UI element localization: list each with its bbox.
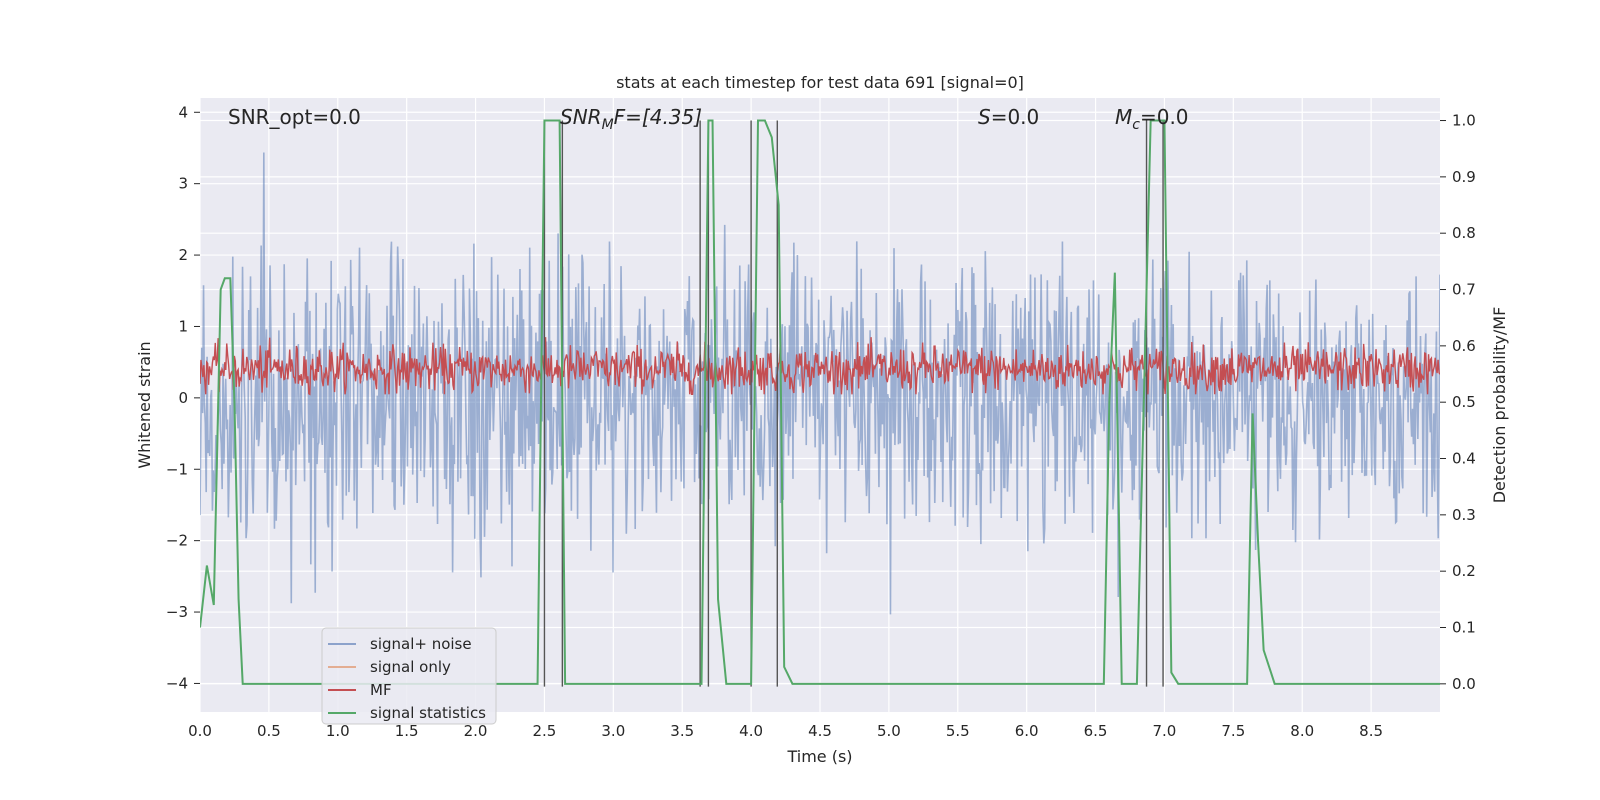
series-mf [200,337,1440,396]
x-tick-label: 5.0 [877,722,901,740]
series-signal-statistics [200,119,1440,685]
annotation-snr-mf: SNRMF=[4.35] [560,105,702,133]
legend-label: MF [370,681,392,699]
annotation-snr-opt: SNR_opt=0.0 [228,105,361,129]
y-right-tick-label: 0.5 [1452,393,1476,411]
y-tick-label: 1 [178,317,188,335]
x-tick-label: 3.0 [601,722,625,740]
legend: signal+ noise signal only MF signal statist… [321,627,497,725]
x-tick-label: 6.5 [1084,722,1108,740]
x-tick-label: 1.0 [326,722,350,740]
plot-series [200,119,1440,687]
legend-label: signal only [370,658,451,676]
annotation-snr-mf-sub: M [602,117,614,133]
annotation-snr-mf-rest: F=[4.35] [614,105,702,129]
annotation-s-rest: =0.0 [991,105,1040,129]
y-right-axis-label: Detection probability/MF [1490,307,1509,504]
annotation-mc: Mc=0.0 [1115,105,1189,133]
x-tick-label: 8.0 [1290,722,1314,740]
ticks [194,111,1446,685]
y-tick-label: 0 [178,389,188,407]
y-tick-label: 3 [178,175,188,193]
x-axis-label: Time (s) [786,747,852,766]
y-right-tick-label: 0.3 [1452,506,1476,524]
y-right-tick-label: 0.1 [1452,619,1476,637]
x-tick-label: 7.5 [1221,722,1245,740]
x-tick-label: 1.5 [395,722,419,740]
annotation-s-var: S [978,105,991,129]
y-right-tick-label: 1.0 [1452,112,1476,130]
y-right-tick-label: 0.7 [1452,281,1476,299]
y-tick-label: −1 [166,460,188,478]
x-tick-label: 0.0 [188,722,212,740]
legend-label: signal+ noise [370,635,472,653]
x-tick-label: 4.5 [808,722,832,740]
chart-title: stats at each timestep for test data 691… [616,73,1024,92]
x-tick-label: 8.5 [1359,722,1383,740]
annotation-mc-base: M [1115,105,1132,129]
x-tick-label: 5.5 [946,722,970,740]
y-axis-label: Whitened strain [135,341,154,468]
x-tick-label: 6.0 [1015,722,1039,740]
y-tick-label: 4 [178,103,188,121]
y-right-tick-label: 0.2 [1452,562,1476,580]
annotation-s: S=0.0 [978,105,1039,129]
annotation-mc-rest: =0.0 [1140,105,1189,129]
x-tick-label: 4.0 [739,722,763,740]
y-right-tick-label: 0.4 [1452,450,1476,468]
x-tick-label: 7.0 [1153,722,1177,740]
y-tick-label: 2 [178,246,188,264]
y-tick-label: −2 [166,532,188,550]
x-tick-label: 0.5 [257,722,281,740]
x-tick-label: 2.0 [464,722,488,740]
x-tick-label: 2.5 [533,722,557,740]
annotation-mc-sub: c [1132,117,1140,133]
x-tick-label: 3.5 [670,722,694,740]
y-right-tick-label: 0.6 [1452,337,1476,355]
y-right-tick-label: 0.0 [1452,675,1476,693]
y-right-tick-label: 0.8 [1452,224,1476,242]
annotation-snr-mf-base: SNR [560,105,602,129]
y-right-tick-label: 0.9 [1452,168,1476,186]
legend-box [321,627,497,725]
legend-label: signal statistics [370,704,486,722]
y-tick-label: −3 [166,603,188,621]
y-tick-label: −4 [166,674,188,692]
